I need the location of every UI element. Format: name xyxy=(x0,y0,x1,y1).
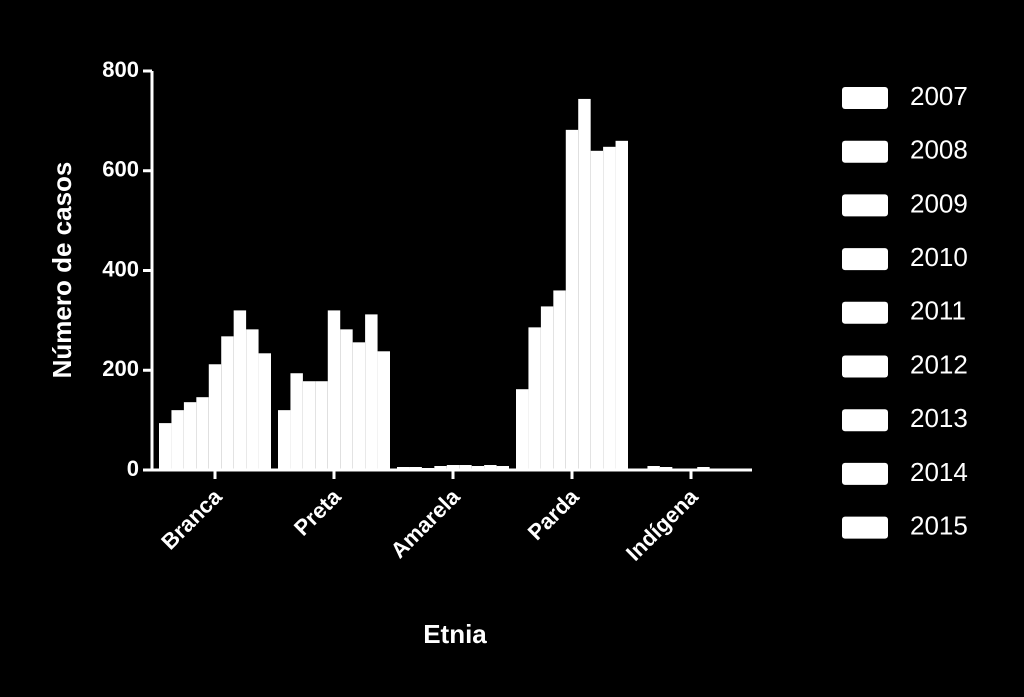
bar xyxy=(459,465,472,470)
x-tick-label: Preta xyxy=(289,483,346,540)
bar xyxy=(553,290,566,470)
legend-label: 2014 xyxy=(910,457,968,487)
y-axis-title: Número de casos xyxy=(47,162,77,379)
bar xyxy=(183,402,197,470)
y-tick-label: 200 xyxy=(102,356,139,381)
legend-label: 2012 xyxy=(910,349,968,379)
legend-swatch xyxy=(842,409,888,432)
bar xyxy=(434,466,447,470)
bar xyxy=(528,327,541,470)
bar xyxy=(377,351,390,470)
legend-label: 2013 xyxy=(910,403,968,433)
legend-label: 2010 xyxy=(910,242,968,272)
x-tick-label: Amarela xyxy=(386,483,466,563)
bar xyxy=(352,342,366,470)
bar xyxy=(258,353,271,470)
legend-swatch xyxy=(842,248,888,271)
legend-label: 2011 xyxy=(910,296,966,326)
legend-label: 2009 xyxy=(910,188,968,218)
bar xyxy=(590,150,604,471)
bar xyxy=(603,146,616,470)
legend-label: 2007 xyxy=(910,81,968,111)
bar xyxy=(246,329,259,470)
x-axis-title: Etnia xyxy=(423,619,487,649)
legend-label: 2015 xyxy=(910,510,968,540)
bar xyxy=(496,466,509,470)
bar xyxy=(365,314,378,470)
bar xyxy=(221,336,234,470)
legend-label: 2008 xyxy=(910,135,968,165)
y-tick-label: 0 xyxy=(127,456,139,481)
y-tick-label: 600 xyxy=(102,157,139,182)
x-tick-label: Indígena xyxy=(621,483,703,565)
bar xyxy=(647,466,660,470)
x-tick-label: Branca xyxy=(156,483,227,554)
bar xyxy=(615,140,628,470)
bar xyxy=(208,364,222,470)
legend-swatch xyxy=(842,355,888,378)
x-tick-label: Parda xyxy=(523,483,584,544)
legend-swatch xyxy=(842,301,888,324)
legend-swatch xyxy=(842,516,888,539)
bar xyxy=(171,410,184,470)
bar xyxy=(233,310,247,470)
bar xyxy=(471,466,485,470)
bar xyxy=(327,310,341,470)
legend-swatch xyxy=(842,194,888,217)
bar xyxy=(516,389,529,470)
bar xyxy=(278,410,291,470)
y-tick-label: 400 xyxy=(102,256,139,281)
bar xyxy=(565,129,579,471)
legend-swatch xyxy=(842,462,888,485)
legend-swatch xyxy=(842,140,888,163)
bar xyxy=(578,98,591,471)
bar xyxy=(196,397,209,470)
bar xyxy=(484,465,497,470)
bar xyxy=(302,381,316,470)
y-tick-label: 800 xyxy=(102,57,139,82)
bar xyxy=(315,381,328,470)
bar xyxy=(340,329,353,470)
bar xyxy=(159,423,172,470)
bar xyxy=(446,465,460,470)
bar xyxy=(540,306,554,470)
bar xyxy=(290,373,303,470)
legend-swatch xyxy=(842,87,888,109)
